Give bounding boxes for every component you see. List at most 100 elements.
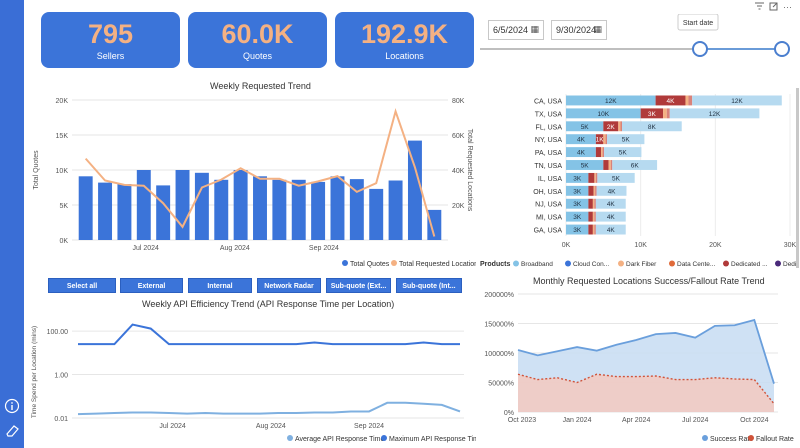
focus-mode-icon[interactable] <box>769 2 778 13</box>
segment-label: 4K <box>607 201 616 208</box>
y2-tick-label: 60K <box>452 133 465 140</box>
y2-axis-label: Total Requested Locations <box>466 129 473 212</box>
x-tick-label: Aug 2024 <box>256 423 286 430</box>
segment-label: 5K <box>581 163 590 170</box>
kpi-value: 60.0K <box>221 19 294 49</box>
legend-label: Total Quotes <box>350 261 390 268</box>
bar-segment <box>566 185 589 196</box>
line-total-requested-locations <box>84 107 436 237</box>
y-tick-label: 10K <box>56 168 69 175</box>
line-success-rate <box>517 318 775 384</box>
slider-start-handle[interactable] <box>692 41 708 57</box>
x-tick-label: Sep 2024 <box>309 245 339 252</box>
bar-total-quotes <box>311 181 326 240</box>
kpi-sellers: 795 Sellers <box>41 12 180 68</box>
bar-segment <box>607 134 645 145</box>
bar-segment <box>588 211 593 222</box>
start-date-value: 6/5/2024 <box>493 25 529 35</box>
bar-total-quotes <box>330 176 345 240</box>
bar-total-quotes <box>156 185 171 240</box>
chart-title-api-efficiency: Weekly API Efficiency Trend (API Respons… <box>142 299 395 309</box>
x-tick-label: Jul 2024 <box>159 423 186 430</box>
y-tick-label: 5K <box>59 203 68 210</box>
category-label: PA, USA <box>535 150 562 157</box>
end-date-input[interactable]: 9/30/2024 ▦ <box>551 20 607 40</box>
segment-label: 5K <box>619 150 628 157</box>
slider-tooltip <box>677 14 719 31</box>
legend-marker <box>391 260 397 266</box>
bar-total-quotes <box>291 179 306 240</box>
eraser-icon[interactable] <box>4 422 20 438</box>
bar-segment <box>566 160 604 170</box>
bar-segment <box>688 95 693 106</box>
area-fallout-rate <box>518 374 774 412</box>
y-axis-label: Time Spend per Location (mins) <box>31 326 38 418</box>
segment-label: 4K <box>577 150 586 157</box>
filter-icon[interactable] <box>755 2 764 12</box>
x-tick-label: Jul 2024 <box>132 245 159 252</box>
info-icon[interactable] <box>4 398 20 414</box>
legend-label: Dark Fiber <box>626 261 657 268</box>
calendar-icon[interactable]: ▦ <box>530 24 539 34</box>
bar-total-quotes <box>253 176 267 240</box>
segment-label: 12K <box>731 98 743 105</box>
line-average-api-response <box>77 401 461 416</box>
category-label: GA, USA <box>534 228 563 235</box>
slider-tooltip-text: Start date <box>683 20 713 27</box>
bar-total-quotes <box>427 209 442 240</box>
slicer-button[interactable]: Network Radar <box>257 278 321 293</box>
bar-segment <box>593 185 596 196</box>
legend-marker <box>381 435 387 441</box>
date-range-slider[interactable]: Start date <box>480 14 800 64</box>
segment-label: 12K <box>709 111 721 118</box>
legend-label: Total Requested Locations <box>399 261 476 268</box>
segment-label: 5K <box>581 124 590 131</box>
bar-segment <box>595 134 604 145</box>
bar-segment <box>603 134 606 145</box>
x-tick-label: 30K <box>784 242 796 249</box>
bar-segment <box>692 95 782 106</box>
slicer-button[interactable]: External <box>120 278 183 293</box>
category-label: TN, USA <box>534 163 562 170</box>
line-maximum-api-response <box>78 323 460 346</box>
legend-marker <box>669 260 675 267</box>
bar-segment <box>685 95 689 106</box>
legend-marker <box>618 260 624 267</box>
y-tick-label: 15K <box>56 133 69 140</box>
segment-label: 1K <box>596 137 605 144</box>
legend-label: Cloud Con... <box>573 261 609 268</box>
legend-marker <box>748 435 754 441</box>
y-axis-label: Total Quotes <box>33 150 40 190</box>
start-date-input[interactable]: 6/5/2024 ▦ <box>488 20 544 40</box>
x-tick-label: 20K <box>709 242 722 249</box>
calendar-icon[interactable]: ▦ <box>593 24 602 34</box>
x-tick-label: Aug 2024 <box>220 245 250 252</box>
bar-segment <box>588 185 594 196</box>
bar-segment <box>666 108 670 119</box>
slicer-button[interactable]: Sub-quote (Ext... <box>326 278 391 293</box>
bar-segment <box>566 211 589 222</box>
x-tick-label: 10K <box>634 242 647 249</box>
legend-label: Fallout Rate <box>756 436 794 443</box>
y-tick-label: 20K <box>56 98 69 105</box>
y-tick-label: 0K <box>59 238 68 245</box>
more-options-icon[interactable]: ··· <box>783 2 792 12</box>
kpi-value: 192.9K <box>360 19 449 49</box>
legend-marker <box>723 260 729 267</box>
bar-segment <box>595 211 626 222</box>
slider-end-handle[interactable] <box>774 41 790 57</box>
slicer-button[interactable]: Sub-quote (Int... <box>396 278 462 293</box>
slicer-button[interactable]: Select all <box>48 278 116 293</box>
segment-label: 5K <box>612 175 621 182</box>
slicer-button[interactable]: Internal <box>188 278 252 293</box>
segment-label: 2K <box>607 124 616 131</box>
line-fallout-rate <box>517 373 775 405</box>
bar-segment <box>602 147 605 158</box>
chart-title-weekly-requested: Weekly Requested Trend <box>210 81 311 91</box>
legend-title: Products <box>480 261 510 268</box>
weekly-requested-chart: 0K 5K 10K 15K 20K 20K 40K 60K 80K Total Quotes Tot… <box>33 98 476 268</box>
scrollbar[interactable] <box>796 88 799 268</box>
category-label: IL, USA <box>538 176 562 183</box>
y-tick-label: 100000% <box>484 351 514 358</box>
segment-label: 8K <box>648 124 657 131</box>
